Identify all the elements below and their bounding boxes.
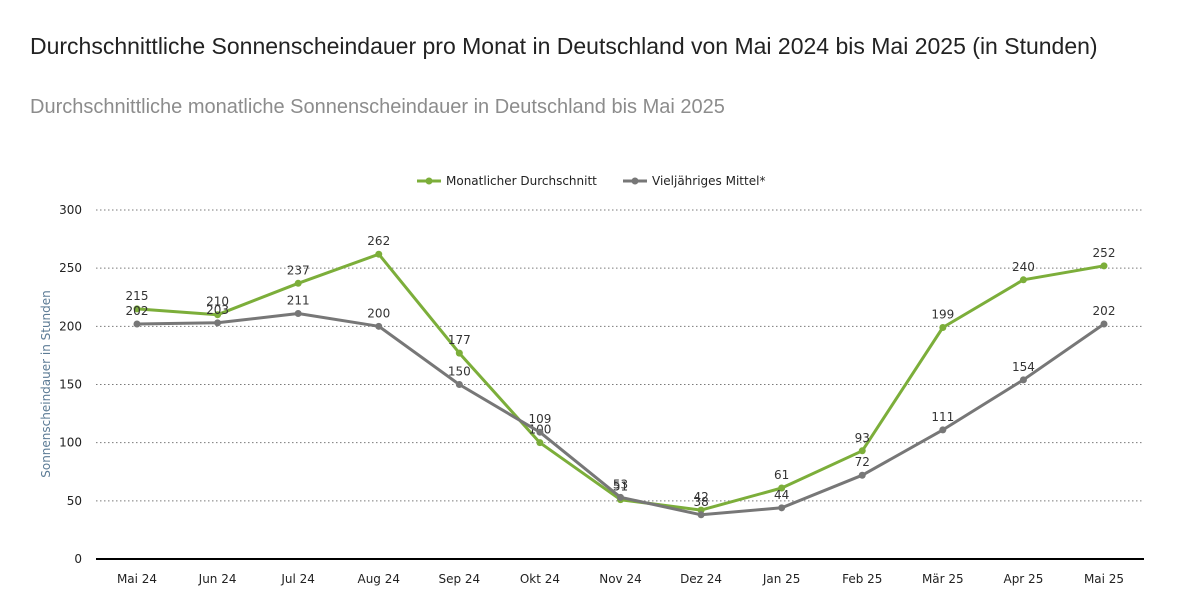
data-point	[214, 319, 222, 327]
series-lines: 2152102372621771005142619319924025220220…	[126, 234, 1116, 519]
x-tick-label: Aug 24	[357, 572, 400, 586]
y-tick-label: 200	[59, 319, 82, 333]
data-label: 154	[1012, 360, 1035, 374]
data-point	[375, 250, 383, 258]
data-label: 203	[206, 303, 229, 317]
data-point	[133, 305, 141, 313]
gridlines	[96, 209, 1144, 560]
y-axis-ticks: 0 50 100 150 200 250 300	[59, 203, 82, 566]
data-point	[858, 447, 866, 455]
legend-item-1: Monatlicher Durchschnitt	[417, 174, 597, 188]
x-axis-ticks: Mai 24 Jun 24 Jul 24 Aug 24 Sep 24 Okt 24 Nov …	[117, 572, 1124, 586]
x-tick-label: Nov 24	[599, 572, 642, 586]
x-tick-label: Jul 24	[280, 572, 315, 586]
data-label: 109	[528, 412, 551, 426]
data-point	[939, 426, 947, 434]
data-label: 150	[448, 365, 471, 379]
y-axis-label: Sonnenscheindauer in Stunden	[39, 290, 53, 478]
data-label: 38	[693, 495, 708, 509]
data-point	[778, 504, 786, 512]
data-point	[939, 323, 947, 331]
series-line	[136, 252, 1105, 512]
x-tick-label: Apr 25	[1003, 572, 1043, 586]
data-label: 202	[1093, 304, 1116, 318]
data-label: 215	[126, 289, 149, 303]
data-point	[858, 471, 866, 479]
y-tick-label: 0	[74, 552, 82, 566]
data-label: 252	[1093, 246, 1116, 260]
x-tick-label: Jan 25	[762, 572, 801, 586]
chart-title: Durchschnittliche Sonnenscheindauer pro …	[30, 33, 1098, 59]
data-point	[617, 493, 624, 501]
data-point	[455, 381, 463, 388]
legend-label: Vieljähriges Mittel*	[652, 174, 765, 188]
x-tick-label: Sep 24	[438, 572, 480, 586]
data-point	[697, 511, 705, 519]
data-label: 42	[693, 490, 708, 504]
data-point	[455, 349, 463, 357]
data-label: 211	[287, 294, 310, 308]
x-tick-label: Dez 24	[680, 572, 722, 586]
x-tick-label: Okt 24	[520, 572, 560, 586]
series-2: 202 203 211 200 150 109 53 38 44 72 111 154 202	[126, 294, 1116, 519]
y-tick-label: 250	[59, 261, 82, 275]
y-tick-label: 300	[59, 203, 82, 217]
data-label: 177	[448, 333, 471, 347]
data-point	[1100, 320, 1108, 328]
data-point	[294, 279, 302, 287]
x-tick-label: Mär 25	[922, 572, 964, 586]
series-1: 21521023726217710051426193199240252	[126, 234, 1116, 514]
legend: Monatlicher Durchschnitt Vieljähriges Mit…	[417, 174, 765, 188]
data-label: 199	[931, 307, 954, 321]
data-point	[536, 428, 544, 436]
legend-marker	[631, 177, 639, 185]
y-tick-label: 100	[59, 436, 82, 450]
chart-subtitle: Durchschnittliche monatliche Sonnenschei…	[30, 96, 725, 118]
data-point	[778, 484, 786, 492]
y-tick-label: 150	[59, 378, 82, 392]
x-tick-label: Mai 25	[1084, 572, 1124, 586]
data-point	[1019, 276, 1027, 284]
data-point	[536, 439, 544, 447]
data-point	[1100, 262, 1108, 270]
data-point	[375, 322, 383, 330]
legend-marker	[425, 177, 433, 185]
data-label: 51	[613, 480, 628, 494]
data-label: 61	[774, 468, 789, 482]
data-label: 53	[613, 477, 628, 491]
x-tick-label: Mai 24	[117, 572, 157, 586]
legend-label: Monatlicher Durchschnitt	[446, 174, 597, 188]
data-label: 200	[367, 306, 390, 320]
data-point	[294, 310, 302, 318]
x-tick-label: Jun 24	[198, 572, 237, 586]
data-label: 72	[855, 455, 870, 469]
data-point	[133, 320, 141, 328]
data-point	[214, 311, 222, 319]
legend-item-2: Vieljähriges Mittel*	[623, 174, 765, 188]
x-tick-label: Feb 25	[842, 572, 882, 586]
data-label: 93	[855, 431, 870, 445]
data-point	[1019, 376, 1027, 384]
data-label: 240	[1012, 260, 1035, 274]
data-label: 202	[126, 304, 149, 318]
data-label: 111	[931, 410, 954, 424]
data-label: 237	[287, 263, 310, 277]
y-tick-label: 50	[67, 494, 82, 508]
data-label: 44	[774, 488, 789, 502]
data-label: 210	[206, 295, 229, 309]
data-label: 262	[367, 234, 390, 248]
